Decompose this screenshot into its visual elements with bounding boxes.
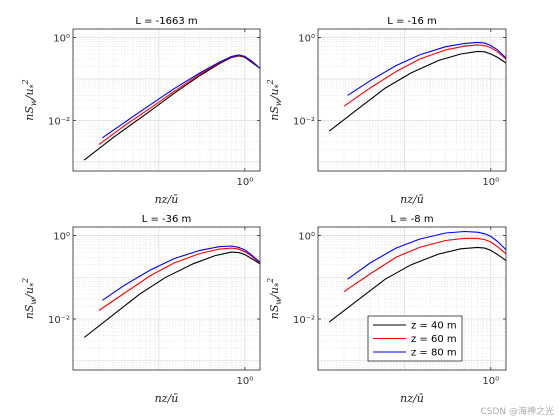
series-line-z60 [98, 247, 260, 311]
panel-1: 10⁰ 10⁰ 10⁻² L = -1663 m nz/ū nSw/u*2 [21, 16, 261, 206]
series-line-z60 [343, 44, 506, 107]
series-line-z80 [102, 245, 260, 301]
y-tick-label: 10⁰ [298, 33, 315, 44]
axes-frame [317, 28, 507, 172]
y-tick-label: 10⁰ [298, 232, 315, 243]
x-tick-label: 10⁰ [237, 177, 254, 188]
y-axis-label: nSw/u*2 [266, 79, 283, 120]
x-axis-label: nz/ū [155, 392, 179, 405]
watermark-text: CSDN @海神之光 [480, 405, 554, 417]
legend-label: z = 60 m [411, 334, 457, 345]
series-line-z80 [347, 41, 506, 96]
ticks [73, 227, 260, 370]
x-tick-label: 10⁰ [237, 376, 254, 387]
y-tick-label: 10⁻² [48, 116, 70, 127]
legend: z = 40 m z = 60 m z = 80 m [367, 315, 463, 362]
ticks [318, 29, 506, 171]
y-tick-label: 10⁻² [293, 315, 315, 326]
x-axis-label: nz/ū [400, 193, 424, 206]
panel-3: 10⁰ 10⁰ 10⁻² L = -36 m nz/ū nSw/u*2 [21, 214, 261, 405]
y-tick-label: 10⁻² [48, 315, 70, 326]
x-tick-label: 10⁰ [482, 376, 499, 387]
panel-2: 10⁰ 10⁰ 10⁻² L = -16 m nz/ū nSw/u*2 [266, 16, 507, 206]
legend-label: z = 80 m [411, 348, 457, 359]
panel-title: L = -16 m [387, 16, 437, 27]
x-axis-label: nz/ū [400, 392, 424, 405]
x-tick-label: 10⁰ [482, 177, 499, 188]
series-line-z40 [328, 246, 506, 323]
y-tick-label: 10⁰ [53, 33, 70, 44]
axes-frame [72, 226, 261, 371]
axes-frame [72, 28, 261, 172]
series-line-z60 [343, 237, 506, 293]
series-line-z80 [102, 54, 260, 139]
y-tick-label: 10⁰ [53, 232, 70, 243]
legend-label: z = 40 m [411, 321, 457, 332]
series-line-z80 [347, 230, 506, 280]
y-tick-label: 10⁻² [293, 116, 315, 127]
panel-title: L = -8 m [390, 214, 433, 225]
x-axis-label: nz/ū [155, 193, 179, 206]
plot-area [318, 29, 506, 171]
series-line-z40 [328, 50, 506, 132]
series-line-z40 [83, 251, 260, 338]
grid [73, 227, 260, 371]
panel-title: L = -1663 m [135, 16, 197, 27]
panel-title: L = -36 m [142, 214, 192, 225]
plot-area [73, 29, 260, 171]
grid [318, 29, 506, 172]
y-axis-label: nSw/u*2 [21, 278, 38, 319]
y-axis-label: nSw/u*2 [266, 278, 283, 319]
ticks [73, 29, 260, 171]
y-axis-label: nSw/u*2 [21, 79, 38, 120]
axes-frame [317, 226, 507, 371]
ticks [318, 227, 506, 370]
